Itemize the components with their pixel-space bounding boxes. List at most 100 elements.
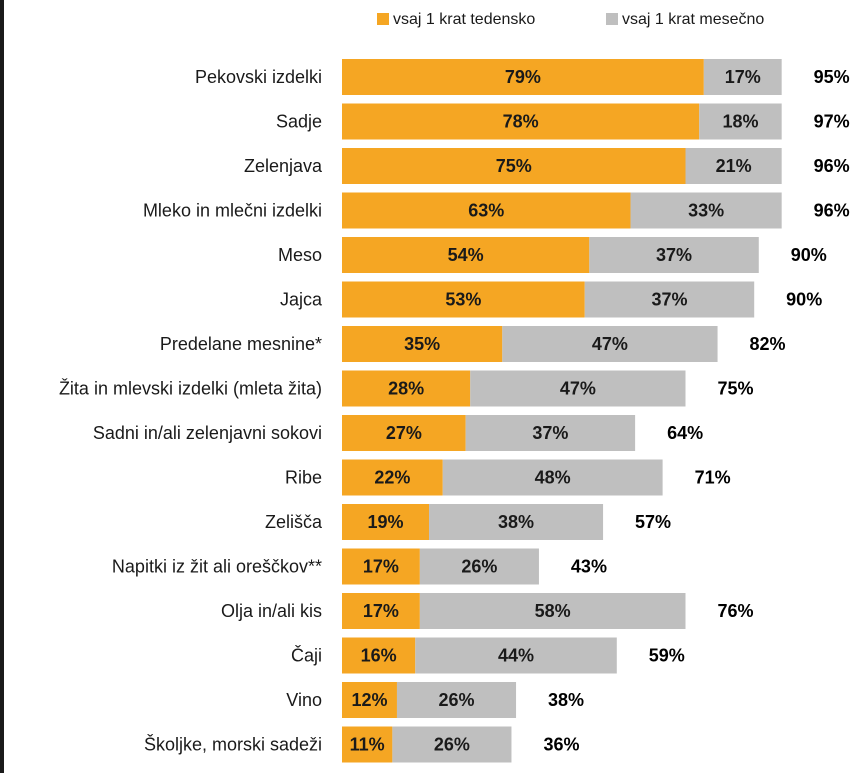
category-label: Vino	[286, 690, 322, 710]
data-label-mesecno: 38%	[498, 512, 534, 532]
data-label-mesecno: 44%	[498, 646, 534, 666]
bar-tedensko	[342, 103, 700, 140]
bar-mesecno	[419, 593, 686, 629]
data-label-tedensko: 11%	[350, 735, 385, 755]
bar-tedensko	[342, 459, 443, 496]
bar-tedensko	[342, 504, 430, 540]
bar-mesecno	[429, 504, 604, 540]
data-label-total: 97%	[814, 112, 850, 132]
data-label-total: 64%	[667, 423, 703, 443]
data-label-total: 38%	[548, 690, 584, 710]
bar-mesecno	[392, 726, 512, 763]
data-label-mesecno: 37%	[656, 245, 692, 265]
bar-row: Sadje 78% 18% 97%	[276, 103, 850, 140]
bar-row: Vino 12% 26% 38%	[286, 682, 584, 718]
data-label-tedensko: 12%	[351, 690, 387, 710]
bar-mesecno	[502, 326, 718, 362]
bar-row: Čaji 16% 44% 59%	[291, 637, 685, 674]
bar-row: Zelenjava 75% 21% 96%	[244, 148, 850, 184]
data-label-mesecno: 47%	[560, 379, 596, 399]
bar-row: Mleko in mlečni izdelki 63% 33% 96%	[143, 192, 850, 229]
bar-tedensko	[342, 148, 686, 184]
data-label-tedensko: 54%	[448, 245, 484, 265]
bar-mesecno	[419, 548, 539, 585]
category-label: Zelišča	[265, 512, 323, 532]
category-label: Školjke, morski sadeži	[144, 734, 322, 755]
data-label-mesecno: 48%	[535, 468, 571, 488]
bar-row: Žita in mlevski izdelki (mleta žita) 28% 4…	[59, 370, 754, 407]
data-label-total: 59%	[649, 646, 685, 666]
bar-tedensko	[342, 415, 466, 451]
data-label-total: 96%	[814, 201, 850, 221]
data-label-total: 43%	[571, 557, 607, 577]
data-label-mesecno: 17%	[725, 67, 761, 87]
bar-row: Jajca 53% 37% 90%	[280, 281, 822, 318]
category-label: Predelane mesnine*	[160, 334, 322, 354]
category-label: Mleko in mlečni izdelki	[143, 201, 322, 221]
data-label-mesecno: 21%	[716, 156, 752, 176]
bar-mesecno	[699, 103, 782, 140]
bar-mesecno	[703, 59, 782, 95]
left-edge-bar	[0, 0, 4, 773]
data-label-mesecno: 26%	[434, 735, 470, 755]
bar-row: Napitki iz žit ali oreščkov** 17% 26% 43%	[112, 548, 607, 585]
data-label-mesecno: 33%	[688, 201, 724, 221]
data-label-total: 71%	[695, 468, 731, 488]
bar-row: Pekovski izdelki 79% 17% 95%	[195, 59, 850, 95]
category-label: Sadni in/ali zelenjavni sokovi	[93, 423, 322, 443]
bar-mesecno	[584, 281, 755, 318]
data-label-tedensko: 28%	[388, 379, 424, 399]
data-label-mesecno: 26%	[438, 690, 474, 710]
bar-mesecno	[589, 237, 759, 273]
data-label-total: 96%	[814, 156, 850, 176]
data-label-mesecno: 26%	[461, 557, 497, 577]
data-label-total: 90%	[786, 290, 822, 310]
data-label-total: 90%	[791, 245, 827, 265]
bar-tedensko	[342, 637, 416, 674]
bar-tedensko	[342, 593, 420, 629]
category-label: Čaji	[291, 645, 322, 666]
bar-row: Zelišča 19% 38% 57%	[265, 504, 671, 540]
data-label-tedensko: 35%	[404, 334, 440, 354]
bar-mesecno	[630, 192, 782, 229]
data-label-total: 95%	[814, 67, 850, 87]
category-label: Olja in/ali kis	[221, 601, 322, 621]
bar-mesecno	[685, 148, 782, 184]
data-label-tedensko: 79%	[505, 67, 541, 87]
bar-tedensko	[342, 192, 631, 229]
bar-tedensko	[342, 59, 704, 95]
bar-tedensko	[342, 326, 503, 362]
data-label-tedensko: 75%	[496, 156, 532, 176]
category-label: Zelenjava	[244, 156, 323, 176]
category-label: Meso	[278, 245, 322, 265]
data-label-tedensko: 27%	[386, 423, 422, 443]
legend-mesecno-label: vsaj 1 krat mesečno	[622, 11, 764, 28]
data-label-tedensko: 22%	[374, 468, 410, 488]
data-label-mesecno: 37%	[532, 423, 568, 443]
data-label-mesecno: 47%	[592, 334, 628, 354]
data-label-total: 36%	[543, 735, 579, 755]
category-label: Ribe	[285, 468, 322, 488]
category-label: Sadje	[276, 112, 322, 132]
bar-row: Ribe 22% 48% 71%	[285, 459, 731, 496]
category-label: Pekovski izdelki	[195, 67, 322, 87]
data-label-total: 82%	[750, 334, 786, 354]
data-label-total: 75%	[717, 379, 753, 399]
bar-tedensko	[342, 370, 471, 407]
legend-tedensko-label: vsaj 1 krat tedensko	[393, 11, 535, 28]
data-label-tedensko: 17%	[363, 601, 399, 621]
legend: vsaj 1 krat tedensko vsaj 1 krat mesečno	[377, 11, 764, 28]
bar-row: Školjke, morski sadeži 11% 26% 36%	[144, 726, 579, 763]
bar-mesecno	[465, 415, 636, 451]
data-label-tedensko: 17%	[363, 557, 399, 577]
data-label-tedensko: 53%	[445, 290, 481, 310]
bar-tedensko	[342, 281, 585, 318]
bar-row: Sadni in/ali zelenjavni sokovi 27% 37% 64%	[93, 415, 703, 451]
data-label-total: 57%	[635, 512, 671, 532]
bars-group: Pekovski izdelki 79% 17% 95% Sadje 78% 18% 97% Z…	[59, 59, 850, 763]
bar-row: Olja in/ali kis 17% 58% 76%	[221, 593, 754, 629]
bar-tedensko	[342, 237, 590, 273]
category-label: Žita in mlevski izdelki (mleta žita)	[59, 379, 322, 399]
bar-row: Predelane mesnine* 35% 47% 82%	[160, 326, 786, 362]
